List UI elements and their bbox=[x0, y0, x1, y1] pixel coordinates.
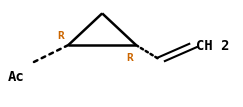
Text: R: R bbox=[127, 53, 133, 63]
Text: Ac: Ac bbox=[8, 70, 25, 84]
Text: R: R bbox=[58, 30, 64, 41]
Text: CH 2: CH 2 bbox=[196, 39, 230, 53]
